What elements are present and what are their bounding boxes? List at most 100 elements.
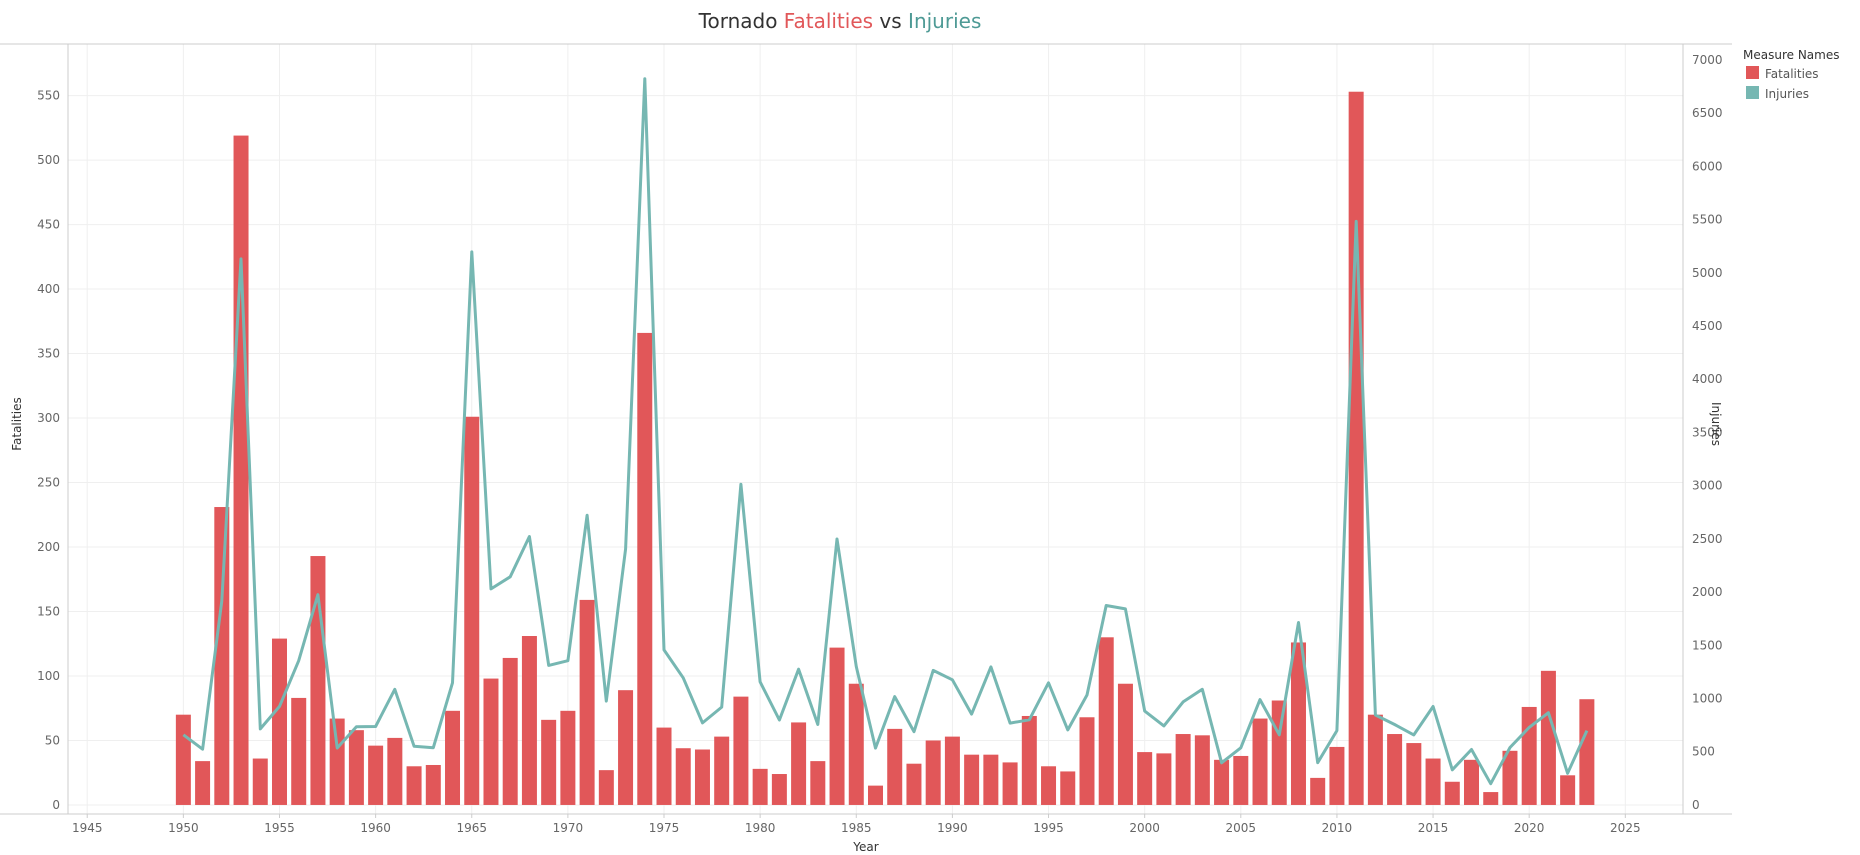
y2-tick-label: 1500 — [1692, 638, 1723, 652]
fatalities-bar — [925, 740, 941, 805]
x-tick-label: 2010 — [1322, 821, 1353, 835]
legend-swatch-injuries — [1746, 86, 1759, 99]
fatalities-bar — [1290, 642, 1306, 805]
fatalities-bar — [1540, 670, 1556, 805]
chart-title: Tornado Fatalities vs Injuries — [698, 9, 982, 33]
y2-tick-label: 2000 — [1692, 585, 1723, 599]
y-tick-label: 400 — [37, 282, 60, 296]
fatalities-bar — [1464, 759, 1480, 805]
y2-tick-label: 5000 — [1692, 266, 1723, 280]
fatalities-bar — [944, 736, 960, 805]
y2-tick-label: 5500 — [1692, 213, 1723, 227]
y2-tick-label: 3000 — [1692, 479, 1723, 493]
fatalities-bars — [175, 91, 1595, 805]
fatalities-bar — [348, 730, 364, 805]
x-tick-label: 1995 — [1033, 821, 1064, 835]
y2-axis-title: Injuries — [1709, 402, 1723, 446]
y2-tick-label: 500 — [1692, 745, 1715, 759]
fatalities-bar — [1367, 714, 1383, 805]
x-tick-label: 2015 — [1418, 821, 1449, 835]
title-part-1: Tornado — [698, 9, 784, 33]
fatalities-bar — [1175, 734, 1191, 805]
fatalities-bar — [983, 754, 999, 805]
fatalities-bar — [175, 714, 191, 805]
y-tick-label: 550 — [37, 89, 60, 103]
fatalities-bar — [618, 690, 634, 805]
title-part-3: vs — [873, 9, 908, 33]
fatalities-bar — [1579, 699, 1595, 805]
title-part-injuries: Injuries — [908, 9, 981, 33]
fatalities-bar — [656, 727, 672, 805]
x-tick-label: 1945 — [72, 821, 103, 835]
fatalities-bar — [829, 647, 845, 805]
fatalities-bar — [868, 785, 883, 805]
fatalities-bar — [1502, 750, 1518, 805]
fatalities-bar — [1387, 734, 1403, 805]
fatalities-bar — [1117, 683, 1133, 805]
injuries-series-line — [182, 77, 1589, 786]
fatalities-bar — [1233, 755, 1249, 805]
x-tick-label: 2005 — [1226, 821, 1257, 835]
fatalities-bar — [1310, 777, 1326, 805]
fatalities-bar — [502, 657, 518, 805]
x-tick-label: 1985 — [841, 821, 872, 835]
fatalities-bar — [1002, 762, 1018, 805]
fatalities-bar — [1483, 792, 1499, 805]
legend-swatch-fatalities — [1746, 66, 1759, 79]
fatalities-bar — [1406, 743, 1422, 805]
y-tick-label: 300 — [37, 411, 60, 425]
title-part-fatalities: Fatalities — [784, 9, 873, 33]
legend-title: Measure Names — [1743, 48, 1839, 62]
fatalities-bar — [464, 416, 480, 805]
fatalities-bar — [1348, 91, 1364, 805]
x-tick-label: 2000 — [1129, 821, 1160, 835]
fatalities-bar — [1156, 753, 1172, 805]
fatalities-bar — [1079, 717, 1095, 805]
fatalities-bar — [598, 770, 614, 805]
x-tick-label: 1950 — [168, 821, 199, 835]
y-tick-label: 0 — [52, 798, 60, 812]
fatalities-bar — [387, 737, 403, 805]
y2-tick-label: 1000 — [1692, 692, 1723, 706]
fatalities-bar — [195, 761, 211, 805]
x-tick-label: 1955 — [264, 821, 295, 835]
fatalities-bar — [425, 764, 441, 805]
fatalities-bar — [1041, 766, 1057, 805]
fatalities-bar — [675, 748, 691, 805]
x-tick-label: 2025 — [1610, 821, 1641, 835]
fatalities-bar — [714, 736, 730, 805]
y2-tick-label: 4000 — [1692, 372, 1723, 386]
fatalities-bar — [560, 710, 576, 805]
y2-tick-label: 6000 — [1692, 159, 1723, 173]
fatalities-bar — [964, 754, 980, 805]
fatalities-bar — [1252, 718, 1268, 805]
fatalities-bar — [252, 758, 268, 805]
fatalities-bar — [771, 774, 787, 805]
fatalities-bar — [368, 745, 384, 805]
y2-tick-label: 6500 — [1692, 106, 1723, 120]
fatalities-bar — [810, 761, 826, 805]
fatalities-bar — [1271, 700, 1287, 805]
fatalities-bar — [271, 638, 287, 805]
fatalities-bar — [214, 507, 230, 805]
fatalities-bar — [1425, 758, 1441, 805]
fatalities-bar — [1021, 715, 1037, 805]
fatalities-bar — [1214, 759, 1230, 805]
y-tick-label: 350 — [37, 347, 60, 361]
legend-label-fatalities: Fatalities — [1765, 67, 1819, 81]
y-tick-label: 200 — [37, 540, 60, 554]
fatalities-bar — [1098, 637, 1114, 805]
left-axis-ticks: 0 50 100 150 200 250 300 350 400 450 500 550 — [37, 89, 60, 812]
fatalities-bar — [791, 722, 807, 805]
fatalities-bar — [694, 749, 710, 805]
injuries-line — [182, 77, 1589, 786]
fatalities-bar — [752, 768, 768, 805]
fatalities-bar — [1444, 781, 1460, 805]
right-axis-ticks: 0 500 1000 1500 2000 2500 3000 3500 4000 4500 5000… — [1692, 53, 1723, 812]
fatalities-bar — [637, 332, 653, 805]
fatalities-bar — [1137, 752, 1153, 805]
fatalities-bar — [1194, 735, 1210, 805]
legend: Measure Names Fatalities Injuries — [1743, 48, 1839, 101]
fatalities-bar — [906, 763, 922, 805]
